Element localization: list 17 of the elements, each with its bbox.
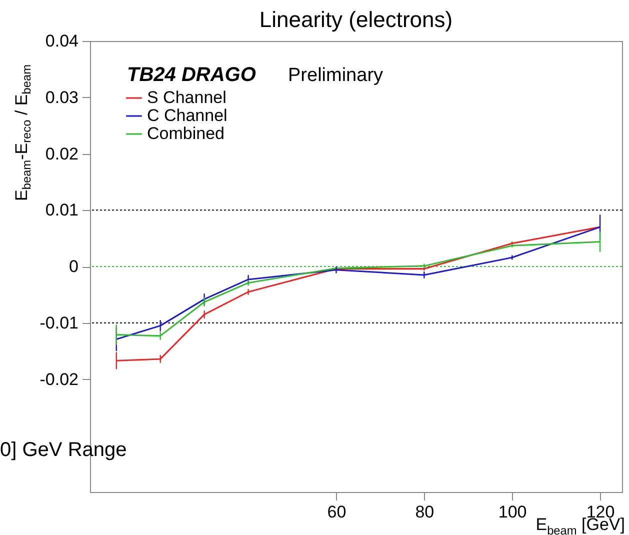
y-tick-label: -0.01 — [40, 313, 78, 332]
legend-label: C Channel — [147, 106, 228, 125]
annotation: Preliminary — [288, 65, 384, 86]
x-tick-label: 100 — [498, 502, 527, 522]
x-tick-label: 60 — [327, 502, 346, 522]
annotation: TB24 DRAGO — [127, 64, 256, 86]
y-tick-label: 0.01 — [45, 200, 78, 220]
x-tick-label: 80 — [415, 502, 434, 522]
annotation: 0] GeV Range — [0, 439, 127, 461]
legend-label: Combined — [147, 124, 224, 143]
y-tick-label: 0.04 — [45, 32, 78, 50]
y-tick-label: -0.02 — [40, 370, 78, 389]
chart-title: Linearity (electrons) — [259, 7, 453, 32]
legend-label: S Channel — [147, 88, 226, 107]
y-tick-label: 0.02 — [45, 144, 78, 164]
y-tick-label: 0 — [69, 257, 78, 276]
y-tick-label: 0.03 — [45, 88, 78, 107]
